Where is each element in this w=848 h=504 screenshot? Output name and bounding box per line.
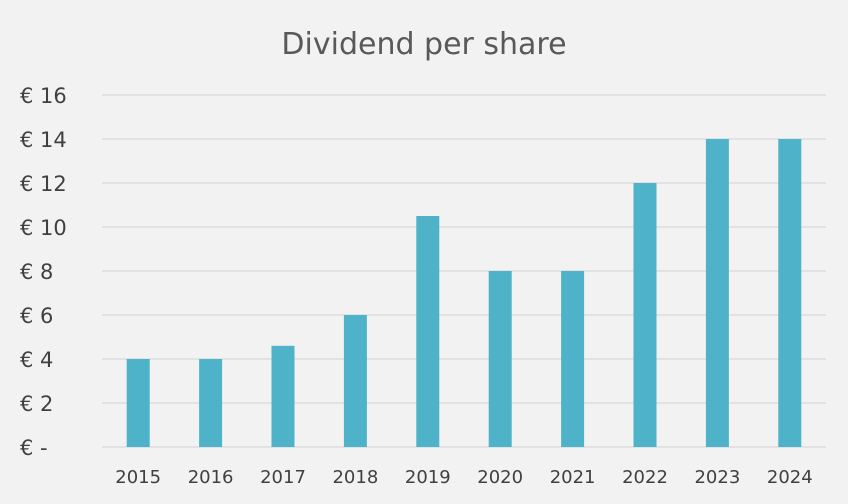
bar-2024 [778,139,802,447]
y-axis-ticks: € - € 2 € 4 € 6 € 8 € 10 € 12 € 14 € 16 [20,84,67,460]
x-tick-label: 2018 [332,467,378,488]
x-tick-label: 2015 [115,467,161,488]
bar-2023 [705,139,729,447]
y-tick-label: € 8 [20,260,53,284]
y-tick-label: € 12 [20,172,67,196]
x-tick-label: 2022 [622,467,668,488]
bar-2017 [271,345,295,447]
bars [126,139,802,447]
bar-2015 [126,359,150,447]
x-tick-label: 2017 [260,467,306,488]
bar-2022 [633,183,657,447]
x-tick-label: 2019 [405,467,451,488]
y-tick-label: € 16 [20,84,67,108]
x-axis-ticks: 2015 2016 2017 2018 2019 2020 2021 2022 2023 2024 [115,467,812,488]
bar-2016 [199,359,223,447]
x-tick-label: 2023 [694,467,740,488]
y-tick-label: € 14 [20,128,67,152]
y-tick-label: € 2 [20,392,53,416]
bar-2018 [343,315,367,447]
gridlines [102,94,826,448]
x-tick-label: 2016 [188,467,234,488]
chart-title: Dividend per share [281,27,566,62]
y-tick-label: € - [20,436,48,460]
y-tick-label: € 10 [20,216,67,240]
bar-2021 [561,271,585,447]
y-tick-label: € 6 [20,304,53,328]
x-tick-label: 2020 [477,467,523,488]
x-tick-label: 2024 [767,467,813,488]
x-tick-label: 2021 [550,467,596,488]
y-tick-label: € 4 [20,348,53,372]
bar-2019 [416,216,440,447]
bar-2020 [488,271,512,447]
